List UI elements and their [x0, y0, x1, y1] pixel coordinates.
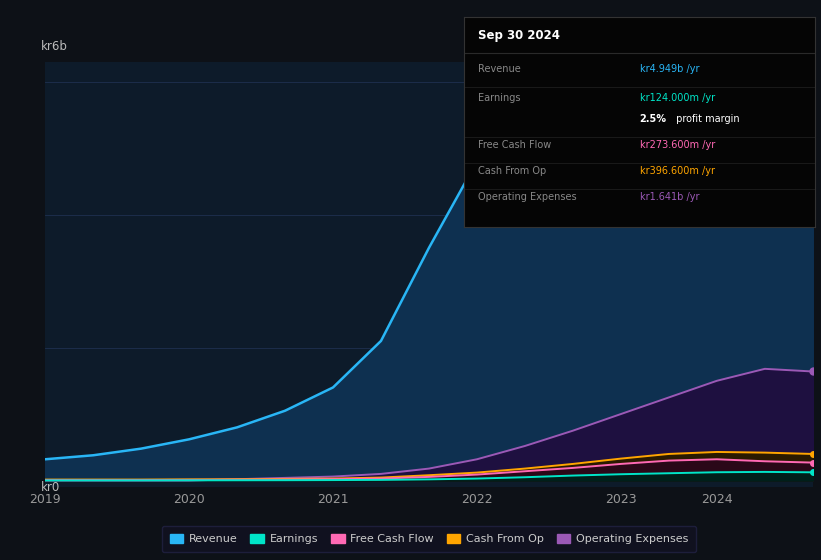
Text: Operating Expenses: Operating Expenses [478, 193, 576, 202]
Text: kr0: kr0 [41, 480, 61, 494]
Text: kr4.949b /yr: kr4.949b /yr [640, 64, 699, 74]
Text: Free Cash Flow: Free Cash Flow [478, 140, 551, 150]
Text: kr396.600m /yr: kr396.600m /yr [640, 166, 714, 176]
Text: 2.5%: 2.5% [640, 114, 667, 124]
Text: kr1.641b /yr: kr1.641b /yr [640, 193, 699, 202]
Text: Cash From Op: Cash From Op [478, 166, 546, 176]
Text: Sep 30 2024: Sep 30 2024 [478, 29, 560, 42]
Text: kr124.000m /yr: kr124.000m /yr [640, 92, 715, 102]
Text: kr273.600m /yr: kr273.600m /yr [640, 140, 715, 150]
Text: Revenue: Revenue [478, 64, 521, 74]
Legend: Revenue, Earnings, Free Cash Flow, Cash From Op, Operating Expenses: Revenue, Earnings, Free Cash Flow, Cash … [162, 526, 696, 552]
Text: Earnings: Earnings [478, 92, 521, 102]
Text: profit margin: profit margin [673, 114, 740, 124]
Text: kr6b: kr6b [41, 40, 68, 53]
